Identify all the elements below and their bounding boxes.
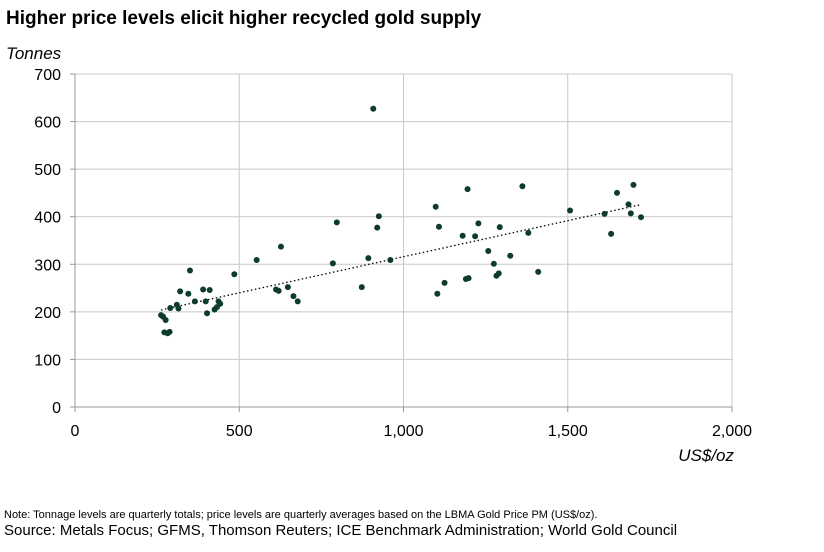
y-tick-label: 100 (34, 352, 61, 369)
tick-labels: 0 100 200 300 400 500 600 700 0 500 1,000 1,500 2,00… (34, 67, 752, 440)
data-point (567, 207, 574, 214)
data-point (535, 268, 542, 275)
data-point (175, 305, 182, 312)
axes (70, 73, 733, 412)
y-tick-label: 0 (52, 400, 61, 417)
data-point (162, 316, 169, 323)
x-tick-label: 0 (71, 423, 80, 440)
data-point (627, 210, 634, 217)
data-point (365, 255, 372, 262)
data-point (496, 224, 503, 231)
data-point (200, 286, 207, 293)
trendline (160, 204, 641, 311)
data-point (625, 201, 632, 208)
data-point (465, 275, 472, 282)
data-point (495, 270, 502, 277)
data-point (204, 310, 211, 317)
y-tick-label: 700 (34, 67, 61, 84)
data-point (441, 279, 448, 286)
data-point (277, 243, 284, 250)
data-point (475, 220, 482, 227)
data-point (186, 267, 193, 274)
data-point (191, 298, 198, 305)
data-point (166, 328, 173, 335)
data-point (217, 300, 224, 307)
data-point (638, 214, 645, 221)
y-tick-label: 400 (34, 210, 61, 227)
x-axis-label: US$/oz (678, 446, 734, 465)
y-tick-label: 600 (34, 115, 61, 132)
y-tick-label: 300 (34, 257, 61, 274)
data-point (202, 298, 209, 305)
data-point (608, 230, 615, 237)
data-point (358, 284, 365, 291)
y-axis-label: Tonnes (6, 44, 62, 63)
data-point (490, 260, 497, 267)
data-point (290, 293, 297, 300)
data-point (329, 260, 336, 267)
data-point (206, 286, 213, 293)
data-point (370, 105, 377, 112)
data-point (294, 298, 301, 305)
footnote: Note: Tonnage levels are quarterly total… (4, 509, 598, 521)
x-tick-label: 500 (226, 423, 253, 440)
data-point (435, 223, 442, 230)
data-point (525, 229, 532, 236)
x-tick-label: 1,000 (383, 423, 423, 440)
data-point (601, 210, 608, 217)
data-point (472, 233, 479, 240)
y-tick-label: 200 (34, 305, 61, 322)
data-point (275, 287, 282, 294)
data-point (434, 290, 441, 297)
data-point (459, 232, 466, 239)
data-point (374, 224, 381, 231)
data-point (185, 290, 192, 297)
data-point (387, 257, 394, 264)
grid-lines (75, 73, 733, 407)
data-point (333, 219, 340, 226)
data-point (253, 257, 260, 264)
data-point (519, 183, 526, 190)
x-tick-label: 2,000 (712, 423, 752, 440)
data-points (158, 105, 645, 337)
data-point (507, 252, 514, 259)
data-point (464, 186, 471, 193)
data-point (614, 189, 621, 196)
data-point (485, 247, 492, 254)
data-point (284, 284, 291, 291)
chart-title: Higher price levels elicit higher recycl… (6, 8, 482, 29)
x-tick-label: 1,500 (548, 423, 588, 440)
data-point (630, 181, 637, 188)
data-point (231, 271, 238, 278)
source-line: Source: Metals Focus; GFMS, Thomson Reut… (4, 522, 678, 539)
data-point (375, 213, 382, 220)
data-point (177, 288, 184, 295)
data-point (432, 203, 439, 210)
data-point (167, 305, 174, 312)
trendline-group (160, 204, 641, 311)
y-tick-label: 500 (34, 162, 61, 179)
